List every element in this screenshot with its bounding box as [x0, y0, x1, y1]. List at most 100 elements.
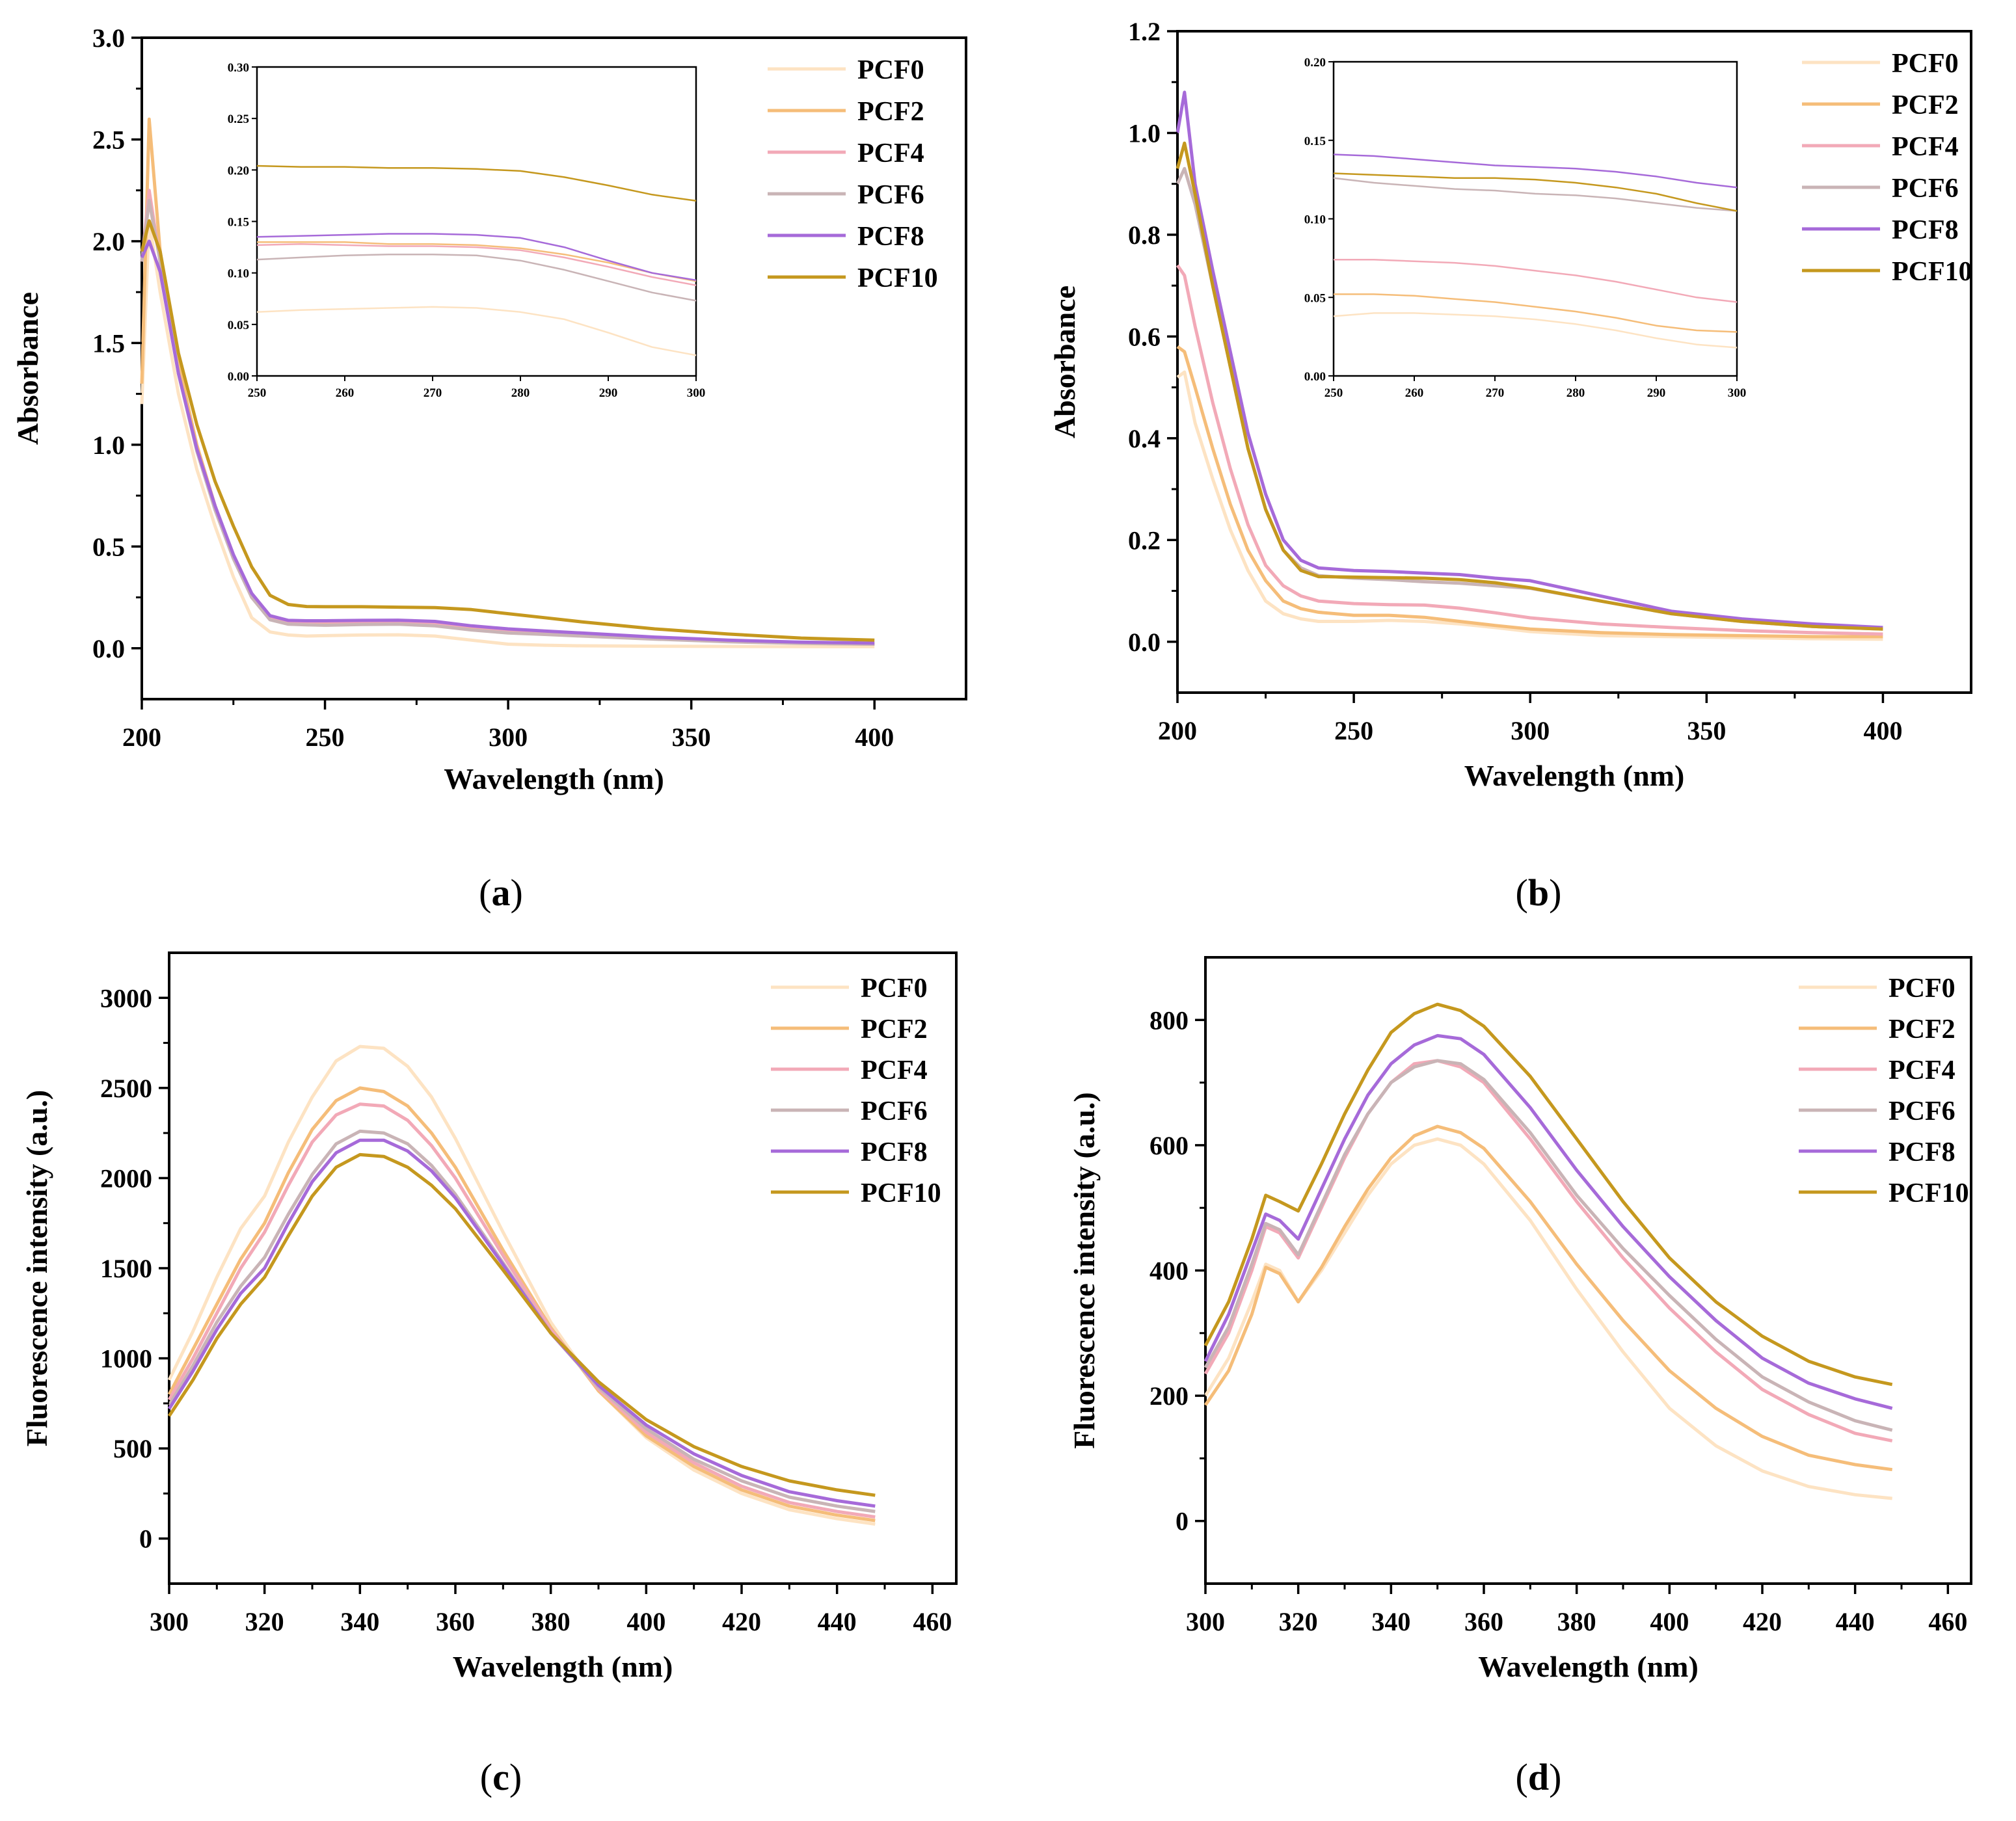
panel-b-legend-label-pcf4: PCF4	[1892, 132, 1959, 162]
panel-c-series-pcf4	[167, 1102, 876, 1519]
panel-d-ytick-label-4: 800	[1149, 1005, 1189, 1035]
panel-b-plot-frame	[1176, 30, 1972, 694]
panel-label-d: (d)	[1516, 1756, 1562, 1798]
panel-b-legend-label-pcf10: PCF10	[1892, 257, 1972, 287]
panel-d-legend-label-pcf8: PCF8	[1888, 1137, 1956, 1167]
panel-d-series-pcf6	[1203, 1059, 1893, 1432]
panel-c-xtick-label-0: 300	[150, 1607, 189, 1636]
panel-c-ytick-label-0: 0	[139, 1524, 152, 1554]
panel-a-series-pcf10	[140, 219, 875, 642]
panel-d-legend-label-pcf0: PCF0	[1888, 974, 1956, 1004]
panel-a-inset-xtick-label-1: 260	[336, 386, 355, 400]
panel-c-ytick-label-6: 3000	[100, 983, 152, 1013]
panel-label-c: (c)	[480, 1756, 522, 1798]
panel-c-series-pcf10	[167, 1152, 876, 1497]
panel-c-legend-label-pcf10: PCF10	[861, 1178, 941, 1208]
panel-b-inset-series-pcf10	[1333, 172, 1738, 212]
panel-b-ytick-label-0: 0.0	[1128, 628, 1161, 657]
panel-label-b: (b)	[1516, 871, 1562, 914]
panel-b-ytick-label-6: 1.2	[1128, 17, 1161, 46]
panel-d-series-pcf10	[1203, 1002, 1893, 1387]
panel-a-series-pcf0	[140, 219, 875, 648]
panel-b-legend: PCF0 PCF2 PCF4 PCF6 PCF8 PCF10	[1802, 49, 1972, 287]
panel-c-xtick-label-3: 360	[436, 1607, 475, 1636]
panel-b-absorbance-chart: 200 250 300 350 400 0.0 0.2 0.4 0.6 0.8 1.0 1.2 Wave…	[1048, 17, 1972, 792]
panel-a-legend-label-pcf0: PCF0	[857, 55, 924, 85]
panel-c-ytick-label-2: 1000	[100, 1344, 152, 1374]
panel-b-series-pcf0	[1176, 370, 1883, 641]
panel-c-xtick-label-7: 440	[818, 1607, 857, 1636]
panel-a-xtick-label-0: 200	[122, 723, 161, 752]
panel-b-inset-xtick-label-3: 280	[1566, 386, 1585, 400]
panel-b-inset-ytick-label-1: 0.05	[1304, 291, 1326, 305]
panel-a-inset-xtick-label-3: 280	[511, 386, 530, 400]
panel-c-legend-label-pcf6: PCF6	[861, 1097, 928, 1126]
panel-a-series-pcf8	[140, 239, 875, 645]
panel-b-xtick-label-0: 200	[1158, 716, 1197, 745]
panel-label-b-letter: b	[1528, 871, 1549, 914]
panel-a-inset-xtick-label-5: 300	[687, 386, 706, 400]
panel-a-inset-ytick-label-5: 0.25	[228, 113, 249, 126]
panel-a-legend: PCF0 PCF2 PCF4 PCF6 PCF8 PCF10	[768, 55, 938, 293]
panel-b-xtick-label-3: 350	[1687, 716, 1726, 745]
panel-d-x-axis-title: Wavelength (nm)	[1478, 1650, 1699, 1683]
panel-d-xtick-label-8: 460	[1928, 1607, 1967, 1636]
panel-c-legend: PCF0 PCF2 PCF4 PCF6 PCF8 PCF10	[771, 974, 941, 1208]
panel-b-legend-label-pcf0: PCF0	[1892, 49, 1959, 79]
panel-d-legend: PCF0 PCF2 PCF4 PCF6 PCF8 PCF10	[1799, 974, 1969, 1208]
panel-a-ytick-label-6: 3.0	[92, 23, 125, 53]
panel-b-series-pcf4	[1176, 264, 1883, 636]
panel-c-xtick-label-8: 460	[913, 1607, 952, 1636]
panel-c-ytick-label-5: 2500	[100, 1074, 152, 1103]
panel-a-inset-series-pcf4	[256, 243, 697, 286]
panel-c-legend-label-pcf4: PCF4	[861, 1056, 928, 1085]
panel-d-xtick-label-5: 400	[1650, 1607, 1689, 1636]
panel-d-xtick-label-6: 420	[1743, 1607, 1782, 1636]
panel-a-inset: 250 260 270 280 290 300 0.00 0.05 0.10 0.15 0.20 0.…	[228, 61, 706, 400]
panel-a-inset-series-pcf6	[256, 253, 697, 302]
panel-d-legend-label-pcf10: PCF10	[1888, 1178, 1969, 1208]
panel-d-xtick-label-4: 380	[1557, 1607, 1596, 1636]
panel-b-inset-series-pcf2	[1334, 293, 1738, 333]
panel-c-series-pcf0	[167, 1044, 876, 1526]
panel-c-xtick-label-4: 380	[531, 1607, 571, 1636]
panel-d-ytick-label-0: 0	[1176, 1507, 1189, 1536]
panel-b-ytick-label-2: 0.4	[1128, 424, 1161, 453]
panel-c-series-pcf6	[167, 1129, 876, 1513]
panel-b-inset-ytick-label-4: 0.20	[1304, 56, 1326, 70]
panel-a-inset-ytick-label-0: 0.00	[228, 370, 249, 384]
panel-label-a: (a)	[479, 871, 523, 914]
panel-c-fluorescence-chart: 300 320 340 360 380 400 420 440 460 0 500 1000 1500 2…	[20, 951, 958, 1683]
panel-d-fluorescence-chart: 300 320 340 360 380 400 420 440 460 0 200 400 600 800…	[1068, 956, 1972, 1683]
panel-b-y-axis-title: Absorbance	[1048, 286, 1081, 438]
panel-label-a-letter: a	[492, 871, 511, 914]
panel-b-series-pcf2	[1176, 345, 1883, 639]
panel-b-ytick-label-1: 0.2	[1128, 525, 1161, 555]
panel-d-xtick-label-7: 440	[1836, 1607, 1875, 1636]
panel-d-xtick-label-2: 340	[1371, 1607, 1410, 1636]
panel-a-inset-ytick-label-2: 0.10	[228, 267, 249, 281]
panel-c-series-pcf8	[167, 1138, 876, 1508]
panel-a-legend-label-pcf8: PCF8	[857, 222, 924, 252]
panel-b-xtick-label-4: 400	[1863, 716, 1902, 745]
panel-a-inset-xtick-label-2: 270	[423, 386, 442, 400]
panel-d-xtick-label-0: 300	[1186, 1607, 1225, 1636]
panel-a-inset-ytick-label-6: 0.30	[228, 61, 249, 75]
panel-d-y-axis-title: Fluorescence intensity (a.u.)	[1068, 1092, 1101, 1449]
panel-c-legend-label-pcf8: PCF8	[861, 1137, 928, 1167]
panel-c-ytick-label-3: 1500	[100, 1254, 152, 1283]
panel-b-inset-series-pcf0	[1333, 312, 1738, 349]
panel-b-legend-label-pcf2: PCF2	[1892, 90, 1959, 120]
panel-a-inset-xtick-label-4: 290	[599, 386, 618, 400]
panel-a-ytick-label-2: 1.0	[92, 431, 125, 460]
panel-a-ytick-label-5: 2.5	[92, 125, 125, 154]
panel-b-inset-xtick-label-2: 270	[1486, 386, 1505, 400]
panel-d-ytick-label-2: 400	[1149, 1256, 1189, 1286]
panel-d-series-pcf2	[1203, 1124, 1893, 1472]
panel-a-ytick-label-0: 0.0	[92, 634, 125, 663]
panel-b-xtick-label-2: 300	[1511, 716, 1550, 745]
panel-b-ytick-label-3: 0.6	[1128, 322, 1161, 351]
panel-b-series-pcf10	[1176, 141, 1883, 631]
panel-c-xtick-label-2: 340	[340, 1607, 379, 1636]
